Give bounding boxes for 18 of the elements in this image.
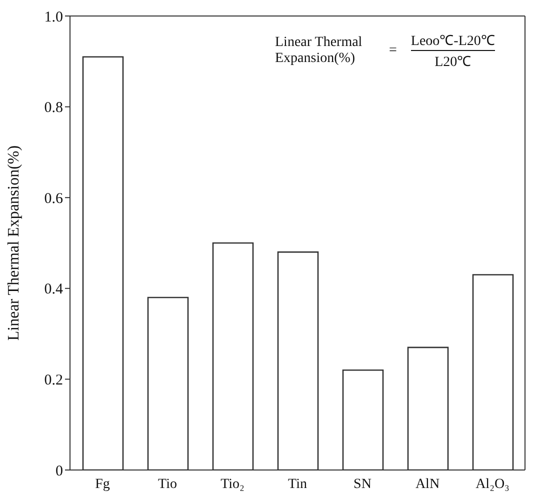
x-tick-label: SN	[354, 476, 372, 492]
x-tick-label: AlN	[415, 476, 440, 492]
y-tick-label: 0.2	[44, 372, 63, 389]
y-tick-label: 0.8	[44, 100, 63, 116]
y-axis-title: Linear Thermal Expansion(%)	[6, 145, 23, 341]
y-tick-label: 0.4	[44, 282, 64, 298]
x-tick-label: Tio₂	[220, 476, 245, 492]
x-tick-label: Tin	[288, 476, 307, 492]
annotation: Linear Thermal Expansion(%)	[275, 34, 364, 66]
x-tick-label: Tio	[158, 476, 177, 492]
y-tick-label: 0	[56, 463, 63, 480]
x-tick-label: Fg	[95, 476, 110, 492]
y-tick-label: 0.6	[44, 190, 64, 207]
annotation: =	[389, 42, 397, 58]
annotation: L20℃	[434, 54, 472, 71]
x-tick-label: Al₂O₃	[476, 476, 510, 492]
annotation: Leoo℃-L20℃	[410, 30, 495, 51]
y-tick-label: 1.0	[44, 9, 63, 26]
